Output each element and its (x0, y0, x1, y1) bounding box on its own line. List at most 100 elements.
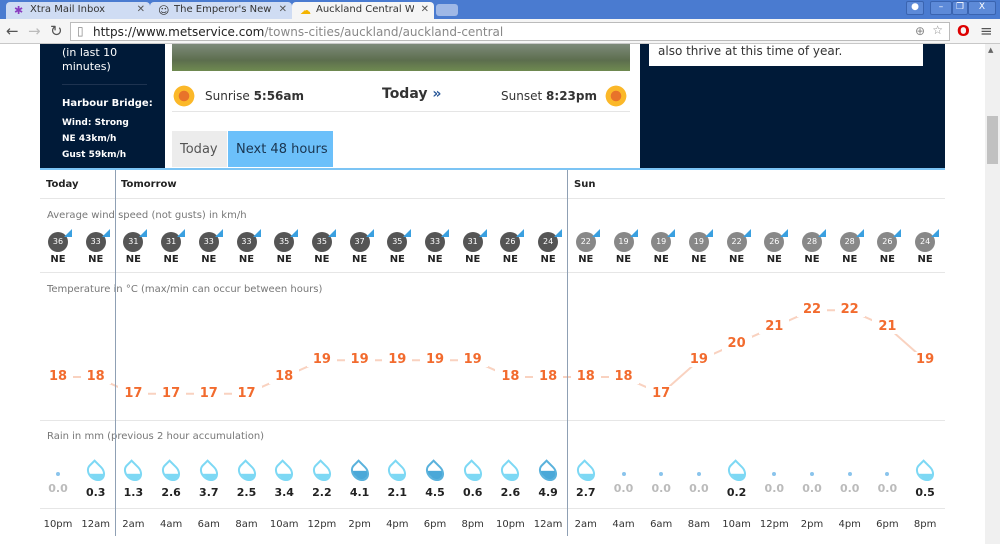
tab-next-48-hours[interactable]: Next 48 hours (228, 131, 333, 167)
time-label: 12pm (759, 519, 789, 530)
minimize-button[interactable]: – (930, 1, 952, 15)
tab-title: Auckland Central Weath (316, 4, 414, 15)
temperature-value: 19 (306, 352, 337, 368)
wind-direction-icon: 22 (575, 229, 600, 252)
address-bar[interactable]: ▯ https://www.metservice.com/towns-citie… (70, 22, 950, 41)
temperature-value: 18 (269, 369, 300, 384)
wind-direction-icon: 33 (425, 229, 449, 252)
close-icon[interactable]: ✕ (278, 4, 287, 15)
menu-icon[interactable]: ≡ (980, 22, 993, 40)
reload-icon[interactable]: ↻ (50, 22, 63, 40)
temperature-value: 21 (759, 318, 790, 334)
rain-cell: 4.1 (343, 459, 377, 499)
no-rain-dot-icon (847, 472, 852, 476)
rain-cell: 4.9 (531, 459, 565, 499)
wind-cell: 22 NE (722, 229, 752, 265)
sunrise-icon (172, 84, 196, 108)
profile-icon[interactable]: ● (906, 1, 924, 15)
rain-drop-icon (535, 459, 561, 485)
rain-cell: 0.3 (79, 459, 113, 499)
tab-today[interactable]: Today (172, 131, 227, 167)
time-label: 10am (269, 519, 299, 530)
opera-extension-icon[interactable]: O (957, 22, 970, 40)
time-label: 2am (122, 519, 145, 530)
wind-direction: NE (653, 254, 669, 265)
wind-direction-icon: 26 (877, 229, 902, 252)
rain-cell: 0.0 (607, 462, 641, 495)
wind-direction-icon: 35 (274, 229, 299, 252)
browser-toolbar: ← → ↻ ▯ https://www.metservice.com/towns… (0, 19, 1000, 44)
rain-value: 4.5 (425, 486, 445, 499)
time-label: 10am (722, 519, 751, 530)
temperature-value: 18 (608, 369, 639, 384)
wind-speed: NE 43km/h (62, 134, 117, 144)
close-window-button[interactable]: X (968, 1, 996, 15)
wind-direction-icon: 24 (915, 229, 940, 252)
rain-drop-icon (309, 459, 335, 485)
rain-value: 0.2 (726, 486, 747, 499)
rain-cell: 2.2 (305, 459, 339, 499)
info-text: also thrive at this time of year. (658, 44, 843, 58)
wind-direction: NE (540, 254, 556, 265)
wind-direction: NE (691, 254, 707, 265)
emoji-icon: ☺ (158, 4, 170, 17)
asterisk-icon: ✱ (14, 4, 24, 17)
no-rain-dot-icon (810, 472, 814, 476)
scrollbar-thumb[interactable] (987, 116, 998, 164)
rain-drop-icon (158, 459, 184, 485)
url-text: https://www.metservice.com/towns-cities/… (93, 25, 503, 39)
rain-cell: 0.2 (720, 459, 754, 499)
close-icon[interactable]: ✕ (420, 4, 429, 15)
temperature-value: 17 (118, 385, 149, 401)
scrollbar[interactable]: ▲ (985, 44, 1000, 544)
rain-value: 0.0 (48, 482, 68, 495)
page-icon: ▯ (77, 24, 84, 38)
wind-cell: 19 NE (684, 229, 714, 265)
weather-photo (172, 44, 630, 71)
wind-direction-icon: 33 (198, 229, 223, 252)
time-label: 2am (574, 519, 597, 530)
tab-title: Xtra Mail Inbox (30, 4, 106, 15)
wind-direction: NE (578, 254, 594, 265)
url-path: /towns-cities/auckland/auckland-central (264, 25, 504, 39)
no-rain-dot-icon (56, 472, 60, 476)
browser-tab[interactable]: ✱ Xtra Mail Inbox ✕ (6, 2, 150, 19)
zoom-icon[interactable]: ⊕ (914, 24, 925, 38)
temperature-value: 18 (43, 369, 73, 384)
new-tab-button[interactable] (436, 4, 458, 16)
browser-tab-active[interactable]: ☁ Auckland Central Weath ✕ (292, 2, 434, 19)
wind-cell: 24 NE (910, 229, 940, 265)
time-label: 12am (81, 519, 110, 530)
wind-direction: NE (351, 254, 368, 265)
harbour-bridge-title: Harbour Bridge: (62, 98, 153, 109)
wind-direction-icon: 28 (802, 229, 826, 252)
wind-direction-icon: 31 (123, 229, 148, 252)
time-label: 8am (687, 519, 710, 530)
browser-tab[interactable]: ☺ The Emperor's New Clo ✕ (150, 2, 292, 19)
rain-cell: 0.0 (41, 462, 75, 495)
day-divider (567, 170, 568, 536)
url-host: https://www.metservice.com (93, 25, 265, 39)
wind-direction-icon: 24 (538, 229, 563, 252)
forward-icon[interactable]: → (28, 22, 41, 40)
close-icon[interactable]: ✕ (136, 4, 145, 15)
temperature-value: 21 (872, 318, 903, 334)
rain-value: 1.3 (123, 486, 144, 499)
scroll-up-icon[interactable]: ▲ (988, 46, 994, 54)
gust-speed: Gust 59km/h (62, 150, 127, 160)
time-label: 8am (235, 519, 258, 530)
day-header-tomorrow: Tomorrow (121, 179, 177, 190)
star-icon[interactable]: ☆ (932, 23, 943, 37)
back-icon[interactable]: ← (6, 22, 19, 40)
rain-drop-icon (573, 459, 599, 485)
restore-button[interactable]: ❐ (952, 1, 968, 15)
rain-value: 0.0 (839, 482, 860, 495)
rain-cell: 0.5 (908, 459, 942, 499)
no-rain-dot-icon (621, 472, 626, 476)
rain-cell: 3.4 (267, 459, 301, 499)
wind-cell: 36 NE (43, 229, 73, 265)
rain-value: 0.6 (462, 486, 483, 499)
today-link[interactable]: Today » (382, 86, 441, 102)
wind-direction-icon: 26 (764, 229, 789, 252)
rain-drop-icon (196, 459, 222, 485)
